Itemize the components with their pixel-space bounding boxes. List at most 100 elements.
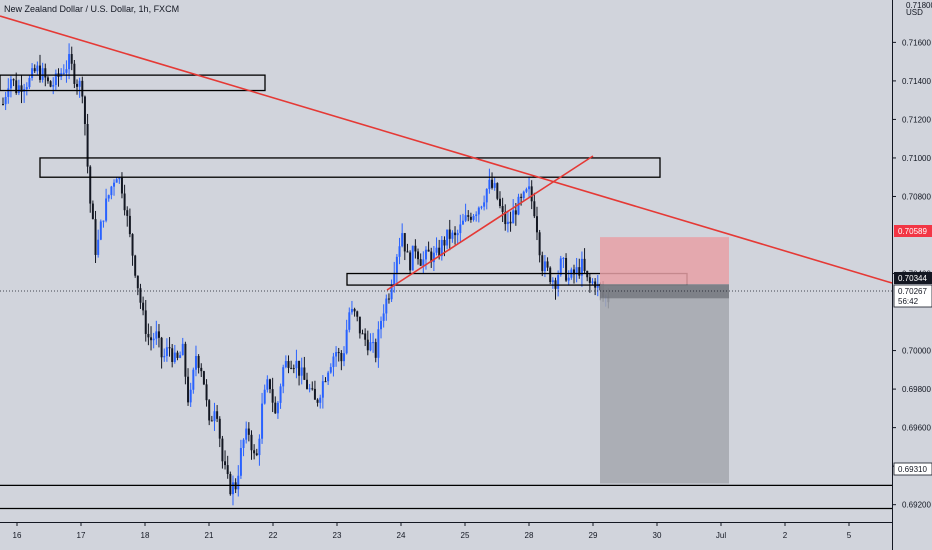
candle-body: [398, 246, 401, 257]
candle-body: [432, 252, 435, 263]
candle-body: [298, 360, 301, 376]
candle-body: [435, 247, 438, 253]
time-tick-label: 22: [269, 531, 278, 540]
candle-body: [406, 251, 409, 253]
candle-body: [292, 368, 295, 370]
candle-body: [369, 342, 372, 351]
candle-body: [340, 352, 343, 362]
candle-body: [520, 196, 523, 198]
candle-body: [522, 191, 525, 198]
candle-body: [157, 331, 160, 338]
candle-body: [427, 249, 430, 252]
candle-body: [316, 399, 319, 403]
price-tick-label: 0.71600: [902, 38, 931, 47]
candle-body: [17, 85, 20, 94]
reward-zone[interactable]: [600, 284, 729, 484]
time-tick-label: 24: [397, 531, 406, 540]
candle-body: [380, 320, 383, 330]
candle-body: [313, 388, 316, 400]
candle-body: [163, 356, 166, 358]
candle-body: [179, 355, 182, 358]
rising-support-line[interactable]: [386, 155, 594, 291]
candle-body: [493, 183, 496, 188]
candle-body: [276, 402, 279, 414]
candle-body: [454, 232, 457, 236]
candle-body: [147, 333, 150, 338]
candle-body: [134, 255, 137, 276]
target-price-tag: 0.69310: [893, 462, 932, 476]
price-tick-label: 0.71000: [902, 154, 931, 163]
candle-body: [86, 124, 89, 167]
candle-body: [395, 256, 398, 274]
candle-body: [7, 88, 10, 97]
candle-body: [242, 439, 245, 448]
candle-body: [567, 277, 570, 281]
time-tick-label: 30: [653, 531, 662, 540]
candle-body: [337, 352, 340, 354]
candle-body: [62, 72, 65, 74]
candle-body: [374, 342, 377, 358]
candle-body: [533, 201, 536, 217]
candle-body: [91, 203, 94, 220]
candle-body: [239, 447, 242, 476]
candle-body: [551, 280, 554, 283]
descending-resistance-line[interactable]: [0, 15, 893, 284]
candle-body: [345, 329, 348, 354]
candle-body: [488, 179, 491, 190]
candle-body: [353, 308, 356, 312]
candle-body: [525, 189, 528, 192]
top-zone[interactable]: [0, 74, 266, 92]
candle-body: [81, 80, 84, 97]
candle-body: [335, 352, 338, 357]
target-tag-bg: [893, 462, 932, 476]
candle-body: [306, 379, 308, 389]
candle-body: [247, 428, 250, 435]
candle-body: [231, 482, 234, 495]
candle-body: [271, 389, 274, 403]
price-tick-label: 0.71400: [902, 77, 931, 86]
candle-body: [253, 450, 256, 454]
last-tag-label: 0.70267: [898, 287, 927, 296]
stop-tag-bg: [894, 225, 932, 237]
candle-body: [73, 63, 76, 84]
candle-body: [419, 259, 422, 266]
candle-body: [546, 261, 549, 268]
entry-tag-bg: [894, 272, 932, 284]
candle-body: [258, 438, 261, 456]
candle-body: [485, 189, 488, 203]
candle-body: [514, 210, 517, 215]
candle-body: [424, 249, 427, 260]
candle-body: [498, 198, 501, 207]
candle-body: [461, 220, 464, 225]
candle-body: [459, 224, 462, 234]
short-position-tool[interactable]: [600, 237, 729, 484]
candle-body: [390, 285, 393, 300]
upper-zone[interactable]: [39, 157, 661, 178]
price-tick-label: 0.69800: [902, 385, 931, 394]
time-tick-label: 5: [847, 531, 852, 540]
candle-body: [401, 233, 404, 247]
candle-body: [409, 252, 412, 271]
candle-body: [366, 339, 369, 351]
candle-body: [411, 245, 414, 271]
candle-body: [194, 355, 197, 370]
candle-body: [279, 386, 282, 403]
candle-body: [438, 247, 441, 257]
candle-body: [557, 275, 560, 289]
trendlines[interactable]: [0, 15, 893, 291]
candle-body: [224, 461, 227, 466]
time-tick-label: 16: [13, 531, 22, 540]
candle-body: [152, 338, 155, 341]
risk-zone[interactable]: [600, 237, 729, 285]
candle-body: [329, 367, 332, 373]
candle-body: [393, 273, 396, 286]
candle-body: [303, 367, 306, 380]
candle-body: [229, 474, 232, 495]
candle-body: [255, 453, 258, 456]
candle-body: [102, 220, 105, 222]
candle-body: [350, 308, 353, 313]
candle-body: [274, 402, 277, 414]
candle-body: [372, 342, 375, 344]
candle-body: [475, 214, 478, 216]
